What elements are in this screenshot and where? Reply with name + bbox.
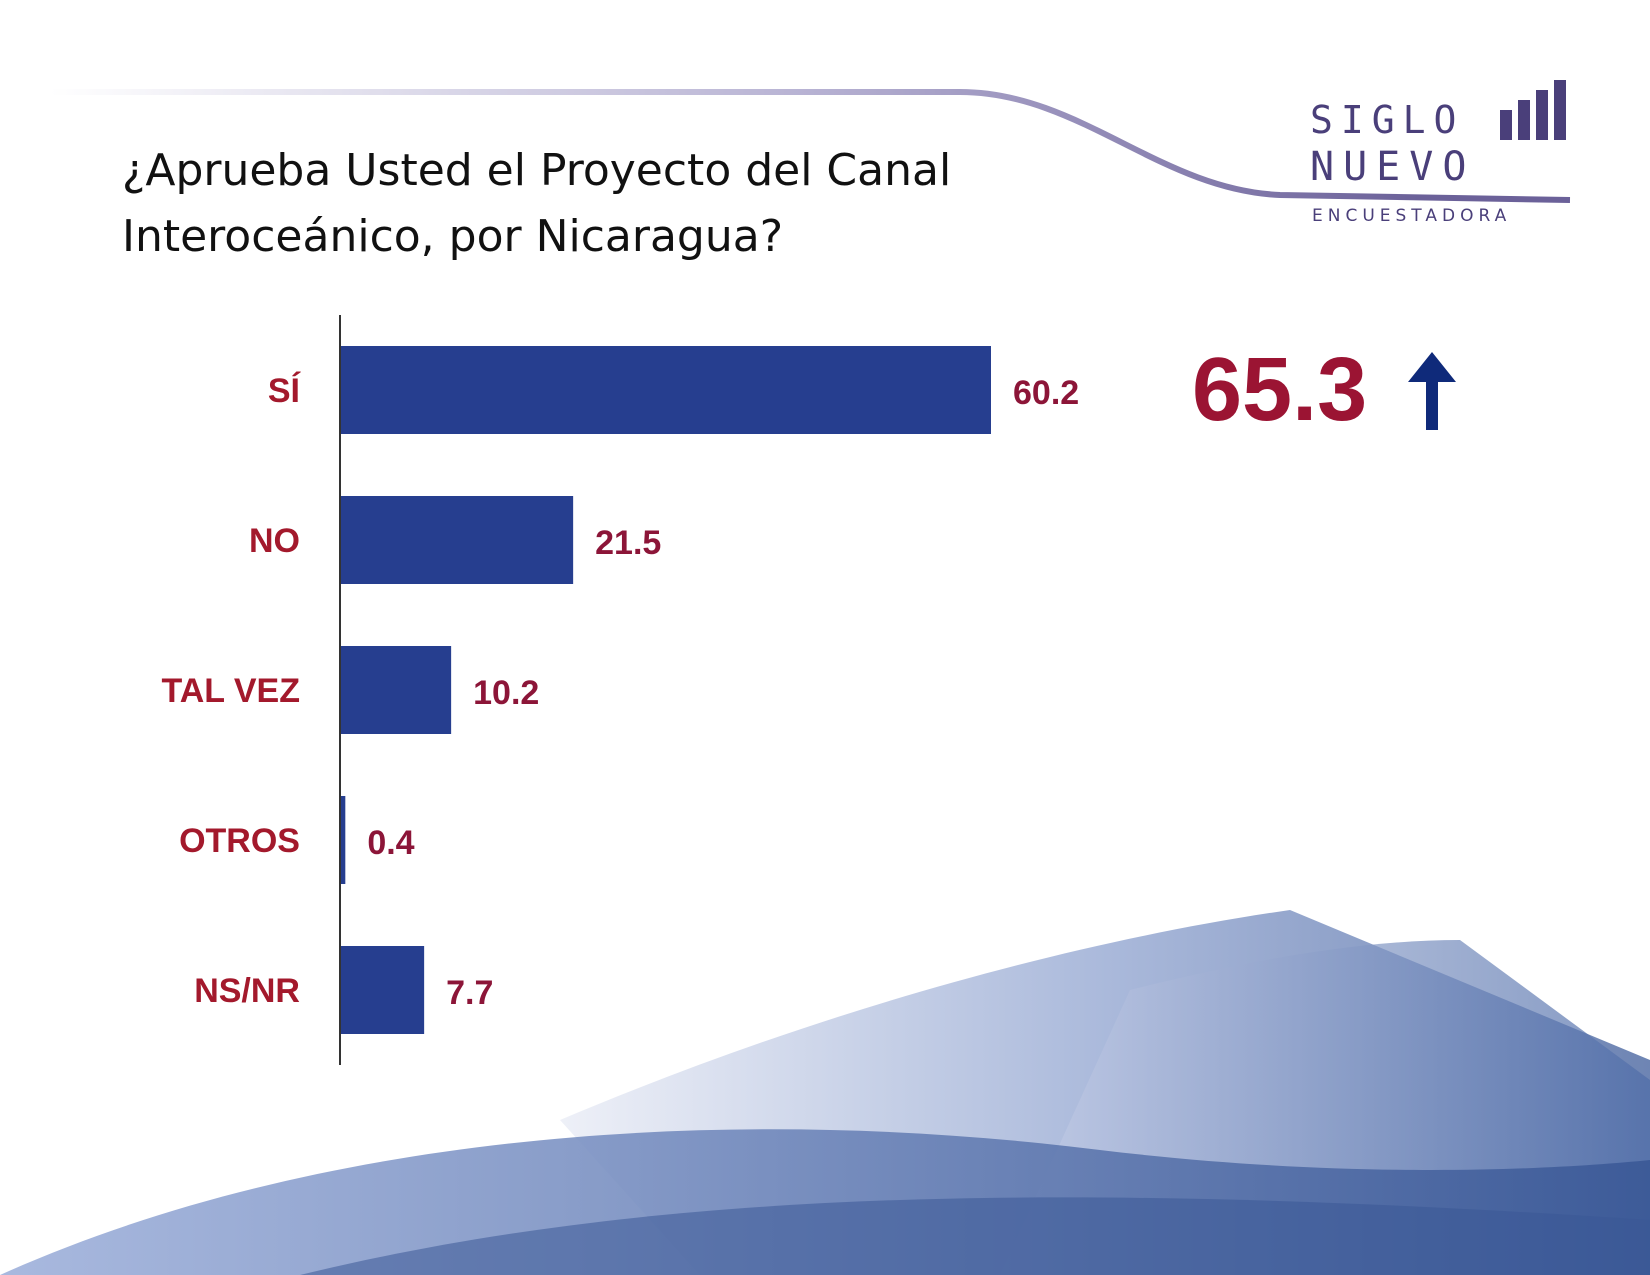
bar — [341, 646, 452, 734]
category-label: NO — [249, 522, 300, 560]
bar — [341, 496, 574, 584]
highlight-value: 65.3 — [1192, 340, 1368, 440]
data-label: 7.7 — [446, 974, 493, 1012]
bar — [341, 796, 346, 884]
data-label: 10.2 — [473, 674, 539, 712]
data-label: 60.2 — [1013, 374, 1079, 412]
logo-text-line2: NUEVO — [1310, 144, 1476, 190]
category-label: TAL VEZ — [161, 672, 300, 710]
bar-chart-icon — [1500, 80, 1566, 140]
data-label: 0.4 — [367, 824, 414, 862]
header-swoosh-line — [50, 89, 1571, 203]
category-label: NS/NR — [194, 972, 300, 1010]
logo-subtitle: ENCUESTADORA — [1312, 206, 1512, 226]
bar — [341, 946, 425, 1034]
wave-shape — [300, 1197, 1650, 1275]
category-label: OTROS — [179, 822, 300, 860]
logo-text-line1: SIGLO — [1310, 98, 1465, 142]
page-title: ¿Aprueba Usted el Proyecto del Canal Int… — [122, 145, 952, 262]
data-label: 21.5 — [595, 524, 661, 562]
arrow-up-icon — [1408, 352, 1456, 430]
category-label: SÍ — [268, 372, 302, 410]
bar — [341, 346, 991, 434]
logo: SIGLO NUEVO ENCUESTADORA — [1310, 78, 1580, 228]
